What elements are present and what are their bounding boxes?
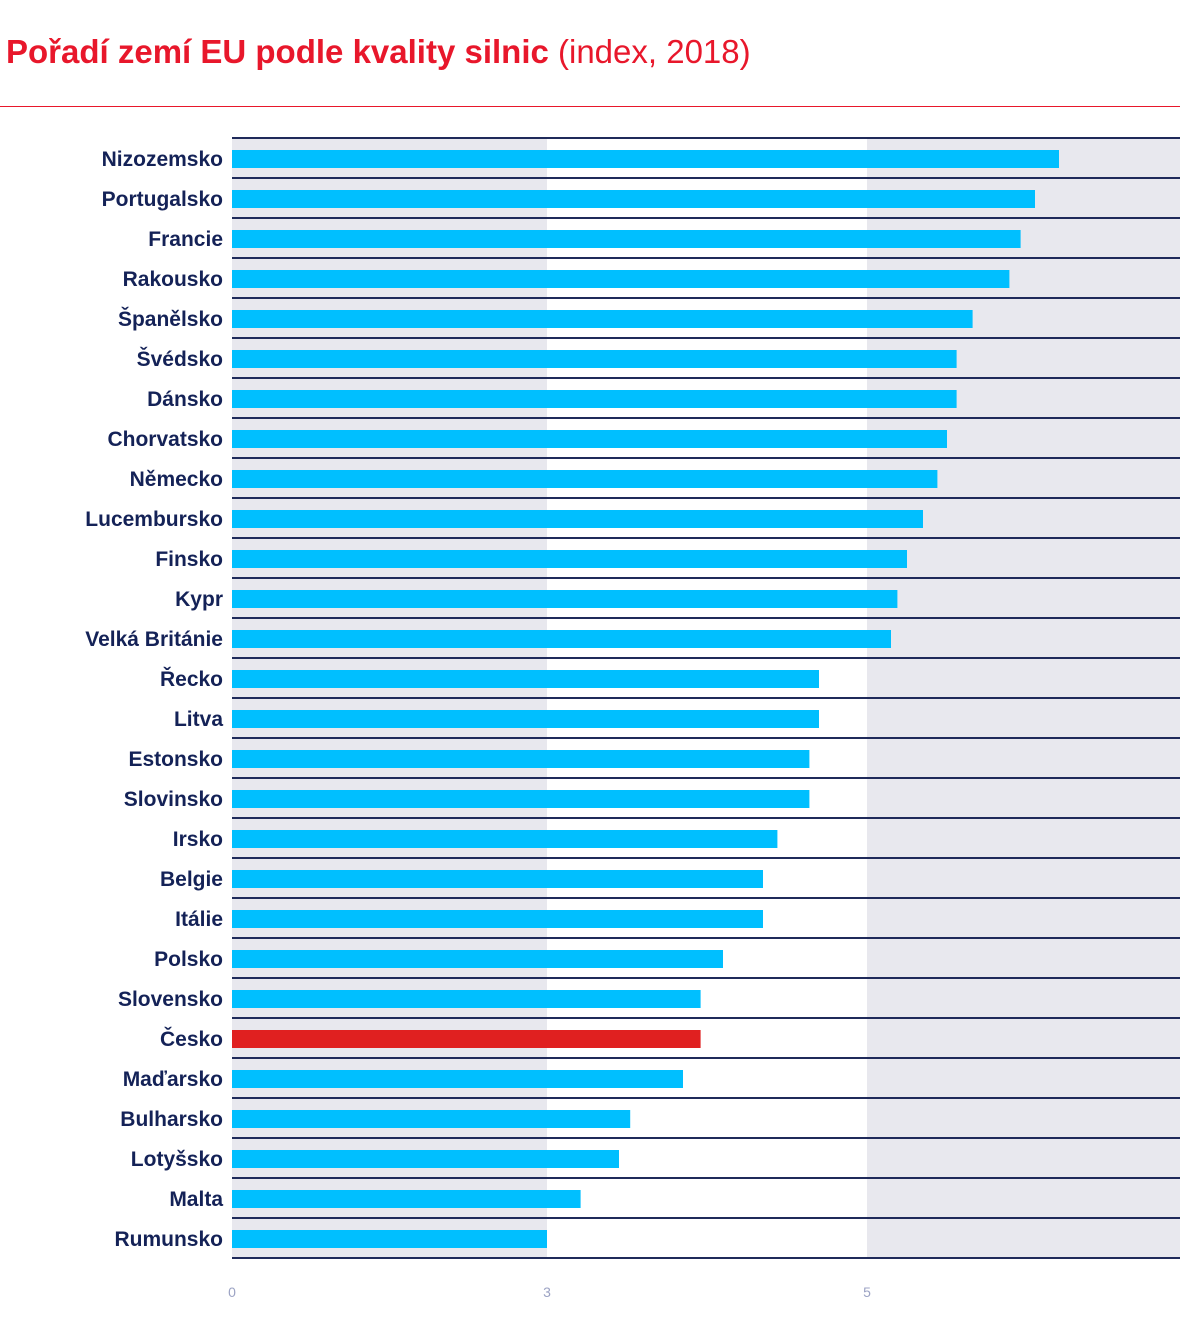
category-label: Irsko <box>173 828 223 851</box>
bar-11 <box>232 590 898 608</box>
category-label: Estonsko <box>128 748 223 771</box>
category-label: Řecko <box>160 667 223 691</box>
category-label: Kypr <box>175 588 223 611</box>
category-label: Francie <box>148 228 223 251</box>
bar-10 <box>232 550 907 568</box>
bar-24 <box>232 1110 631 1128</box>
category-label: Itálie <box>175 908 223 931</box>
bar-15 <box>232 750 810 768</box>
bar-22 <box>232 1030 701 1048</box>
bar-3 <box>232 270 1010 288</box>
category-label: Portugalsko <box>102 188 223 211</box>
category-label: Polsko <box>154 948 223 971</box>
bar-19 <box>232 910 763 928</box>
category-label: Rakousko <box>123 268 223 291</box>
category-label: Chorvatsko <box>107 428 223 451</box>
category-label: Švédsko <box>137 347 223 371</box>
bar-12 <box>232 630 891 648</box>
bar-13 <box>232 670 819 688</box>
category-label: Německo <box>130 468 223 491</box>
category-label: Finsko <box>155 548 223 571</box>
category-label: Rumunsko <box>114 1228 223 1251</box>
bar-6 <box>232 390 957 408</box>
category-label: Lucembursko <box>85 508 223 531</box>
category-label: Dánsko <box>147 388 223 411</box>
bar-2 <box>232 230 1021 248</box>
category-label: Česko <box>160 1027 223 1051</box>
x-tick-label: 5 <box>863 1284 871 1300</box>
bar-9 <box>232 510 923 528</box>
chart-title-suffix: (index, 2018) <box>548 33 751 70</box>
category-label: Slovensko <box>118 988 223 1011</box>
bar-21 <box>232 990 701 1008</box>
bar-5 <box>232 350 957 368</box>
bar-23 <box>232 1070 683 1088</box>
category-label: Maďarsko <box>123 1068 223 1091</box>
bar-17 <box>232 830 778 848</box>
bar-18 <box>232 870 763 888</box>
x-tick-label: 0 <box>228 1284 236 1300</box>
category-label: Malta <box>169 1188 223 1211</box>
category-label: Bulharsko <box>120 1108 223 1131</box>
chart-title: Pořadí zemí EU podle kvality silnic (ind… <box>6 28 751 76</box>
bar-16 <box>232 790 810 808</box>
bar-1 <box>232 190 1035 208</box>
chart-title-main: Pořadí zemí EU podle kvality silnic <box>6 33 549 70</box>
title-divider <box>0 106 1180 107</box>
category-label: Belgie <box>160 868 223 891</box>
bar-25 <box>232 1150 619 1168</box>
bar-4 <box>232 310 973 328</box>
category-label: Španělsko <box>118 307 223 331</box>
bar-26 <box>232 1190 581 1208</box>
bar-0 <box>232 150 1059 168</box>
category-label: Nizozemsko <box>102 148 223 171</box>
bar-27 <box>232 1230 547 1248</box>
category-label: Litva <box>174 708 223 731</box>
category-label: Velká Británie <box>85 628 223 651</box>
bar-8 <box>232 470 938 488</box>
x-tick-label: 3 <box>543 1284 551 1300</box>
bar-20 <box>232 950 723 968</box>
bar-7 <box>232 430 947 448</box>
category-label: Lotyšsko <box>131 1148 223 1171</box>
bar-14 <box>232 710 819 728</box>
category-label: Slovinsko <box>124 788 223 811</box>
